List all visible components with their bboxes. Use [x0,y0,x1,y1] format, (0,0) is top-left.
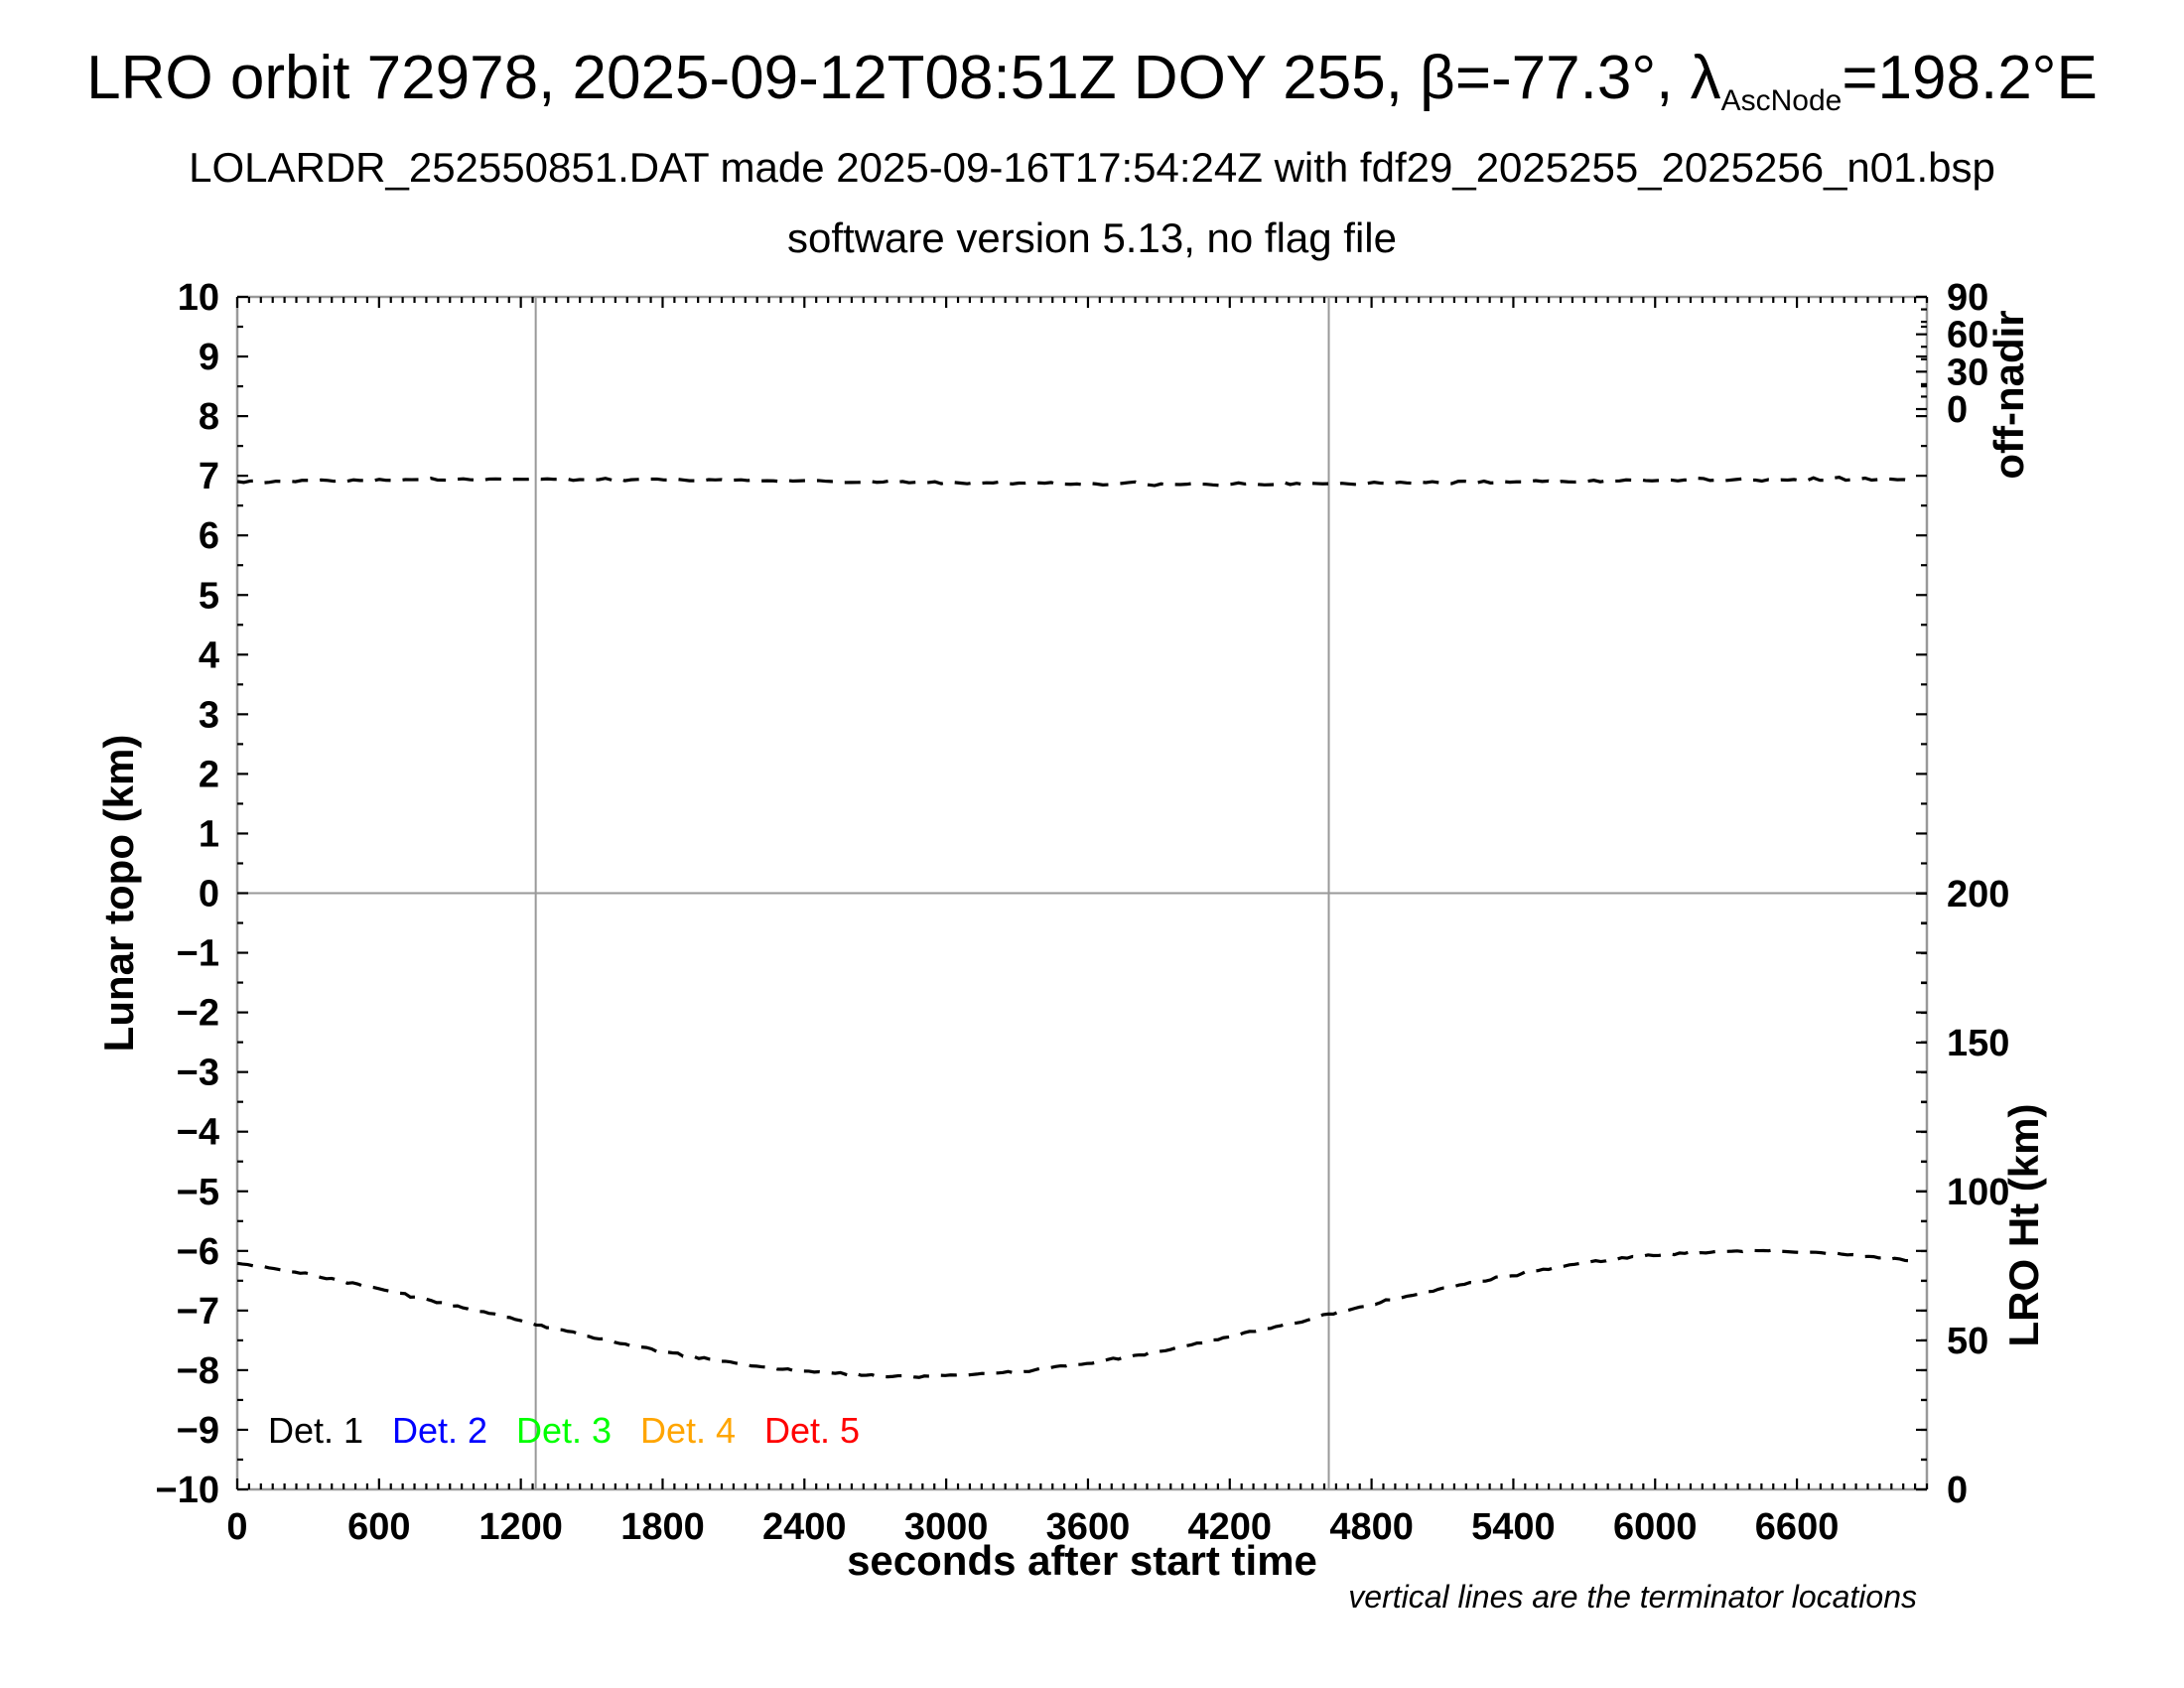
svg-text:0: 0 [1947,1470,1968,1511]
svg-text:8: 8 [199,396,219,438]
svg-text:200: 200 [1947,874,2009,915]
svg-text:−6: −6 [177,1231,219,1273]
svg-text:3: 3 [199,694,219,736]
svg-text:Det. 2: Det. 2 [392,1410,487,1451]
svg-text:2: 2 [199,754,219,795]
svg-text:600: 600 [347,1506,410,1548]
svg-text:30: 30 [1947,352,1988,393]
svg-text:−4: −4 [177,1112,219,1154]
svg-text:60: 60 [1947,315,1988,356]
svg-text:seconds after start time: seconds after start time [847,1537,1317,1584]
svg-text:4800: 4800 [1329,1506,1414,1548]
svg-text:1: 1 [199,813,219,855]
svg-text:0: 0 [199,874,219,915]
svg-text:−5: −5 [177,1172,219,1213]
svg-text:−10: −10 [156,1470,219,1511]
svg-text:5400: 5400 [1471,1506,1556,1548]
svg-text:6600: 6600 [1755,1506,1840,1548]
svg-text:10: 10 [178,277,219,319]
svg-text:−3: −3 [177,1053,219,1094]
svg-text:6: 6 [199,515,219,557]
svg-text:−8: −8 [177,1350,219,1392]
svg-text:Det. 1: Det. 1 [268,1410,363,1451]
svg-text:off-nadir: off-nadir [1985,310,2032,479]
svg-text:vertical lines are the termina: vertical lines are the terminator locati… [1348,1579,1917,1615]
svg-text:150: 150 [1947,1023,2009,1064]
svg-text:5: 5 [199,575,219,617]
svg-text:Det. 3: Det. 3 [516,1410,612,1451]
svg-text:Det. 4: Det. 4 [640,1410,736,1451]
svg-text:Det. 5: Det. 5 [764,1410,860,1451]
svg-text:0: 0 [1947,389,1968,431]
svg-text:Lunar topo (km): Lunar topo (km) [95,735,142,1053]
svg-text:50: 50 [1947,1321,1988,1362]
svg-text:−2: −2 [177,993,219,1035]
svg-text:−9: −9 [177,1410,219,1452]
svg-text:1800: 1800 [620,1506,705,1548]
svg-text:0: 0 [226,1506,247,1548]
svg-text:1200: 1200 [478,1506,563,1548]
svg-text:4: 4 [199,634,219,676]
svg-text:2400: 2400 [762,1506,847,1548]
svg-text:9: 9 [199,337,219,378]
svg-text:6000: 6000 [1613,1506,1698,1548]
svg-text:90: 90 [1947,277,1988,319]
svg-text:LRO Ht (km): LRO Ht (km) [2000,1104,2047,1347]
svg-text:7: 7 [199,456,219,497]
svg-text:−1: −1 [177,933,219,975]
svg-text:−7: −7 [177,1291,219,1333]
